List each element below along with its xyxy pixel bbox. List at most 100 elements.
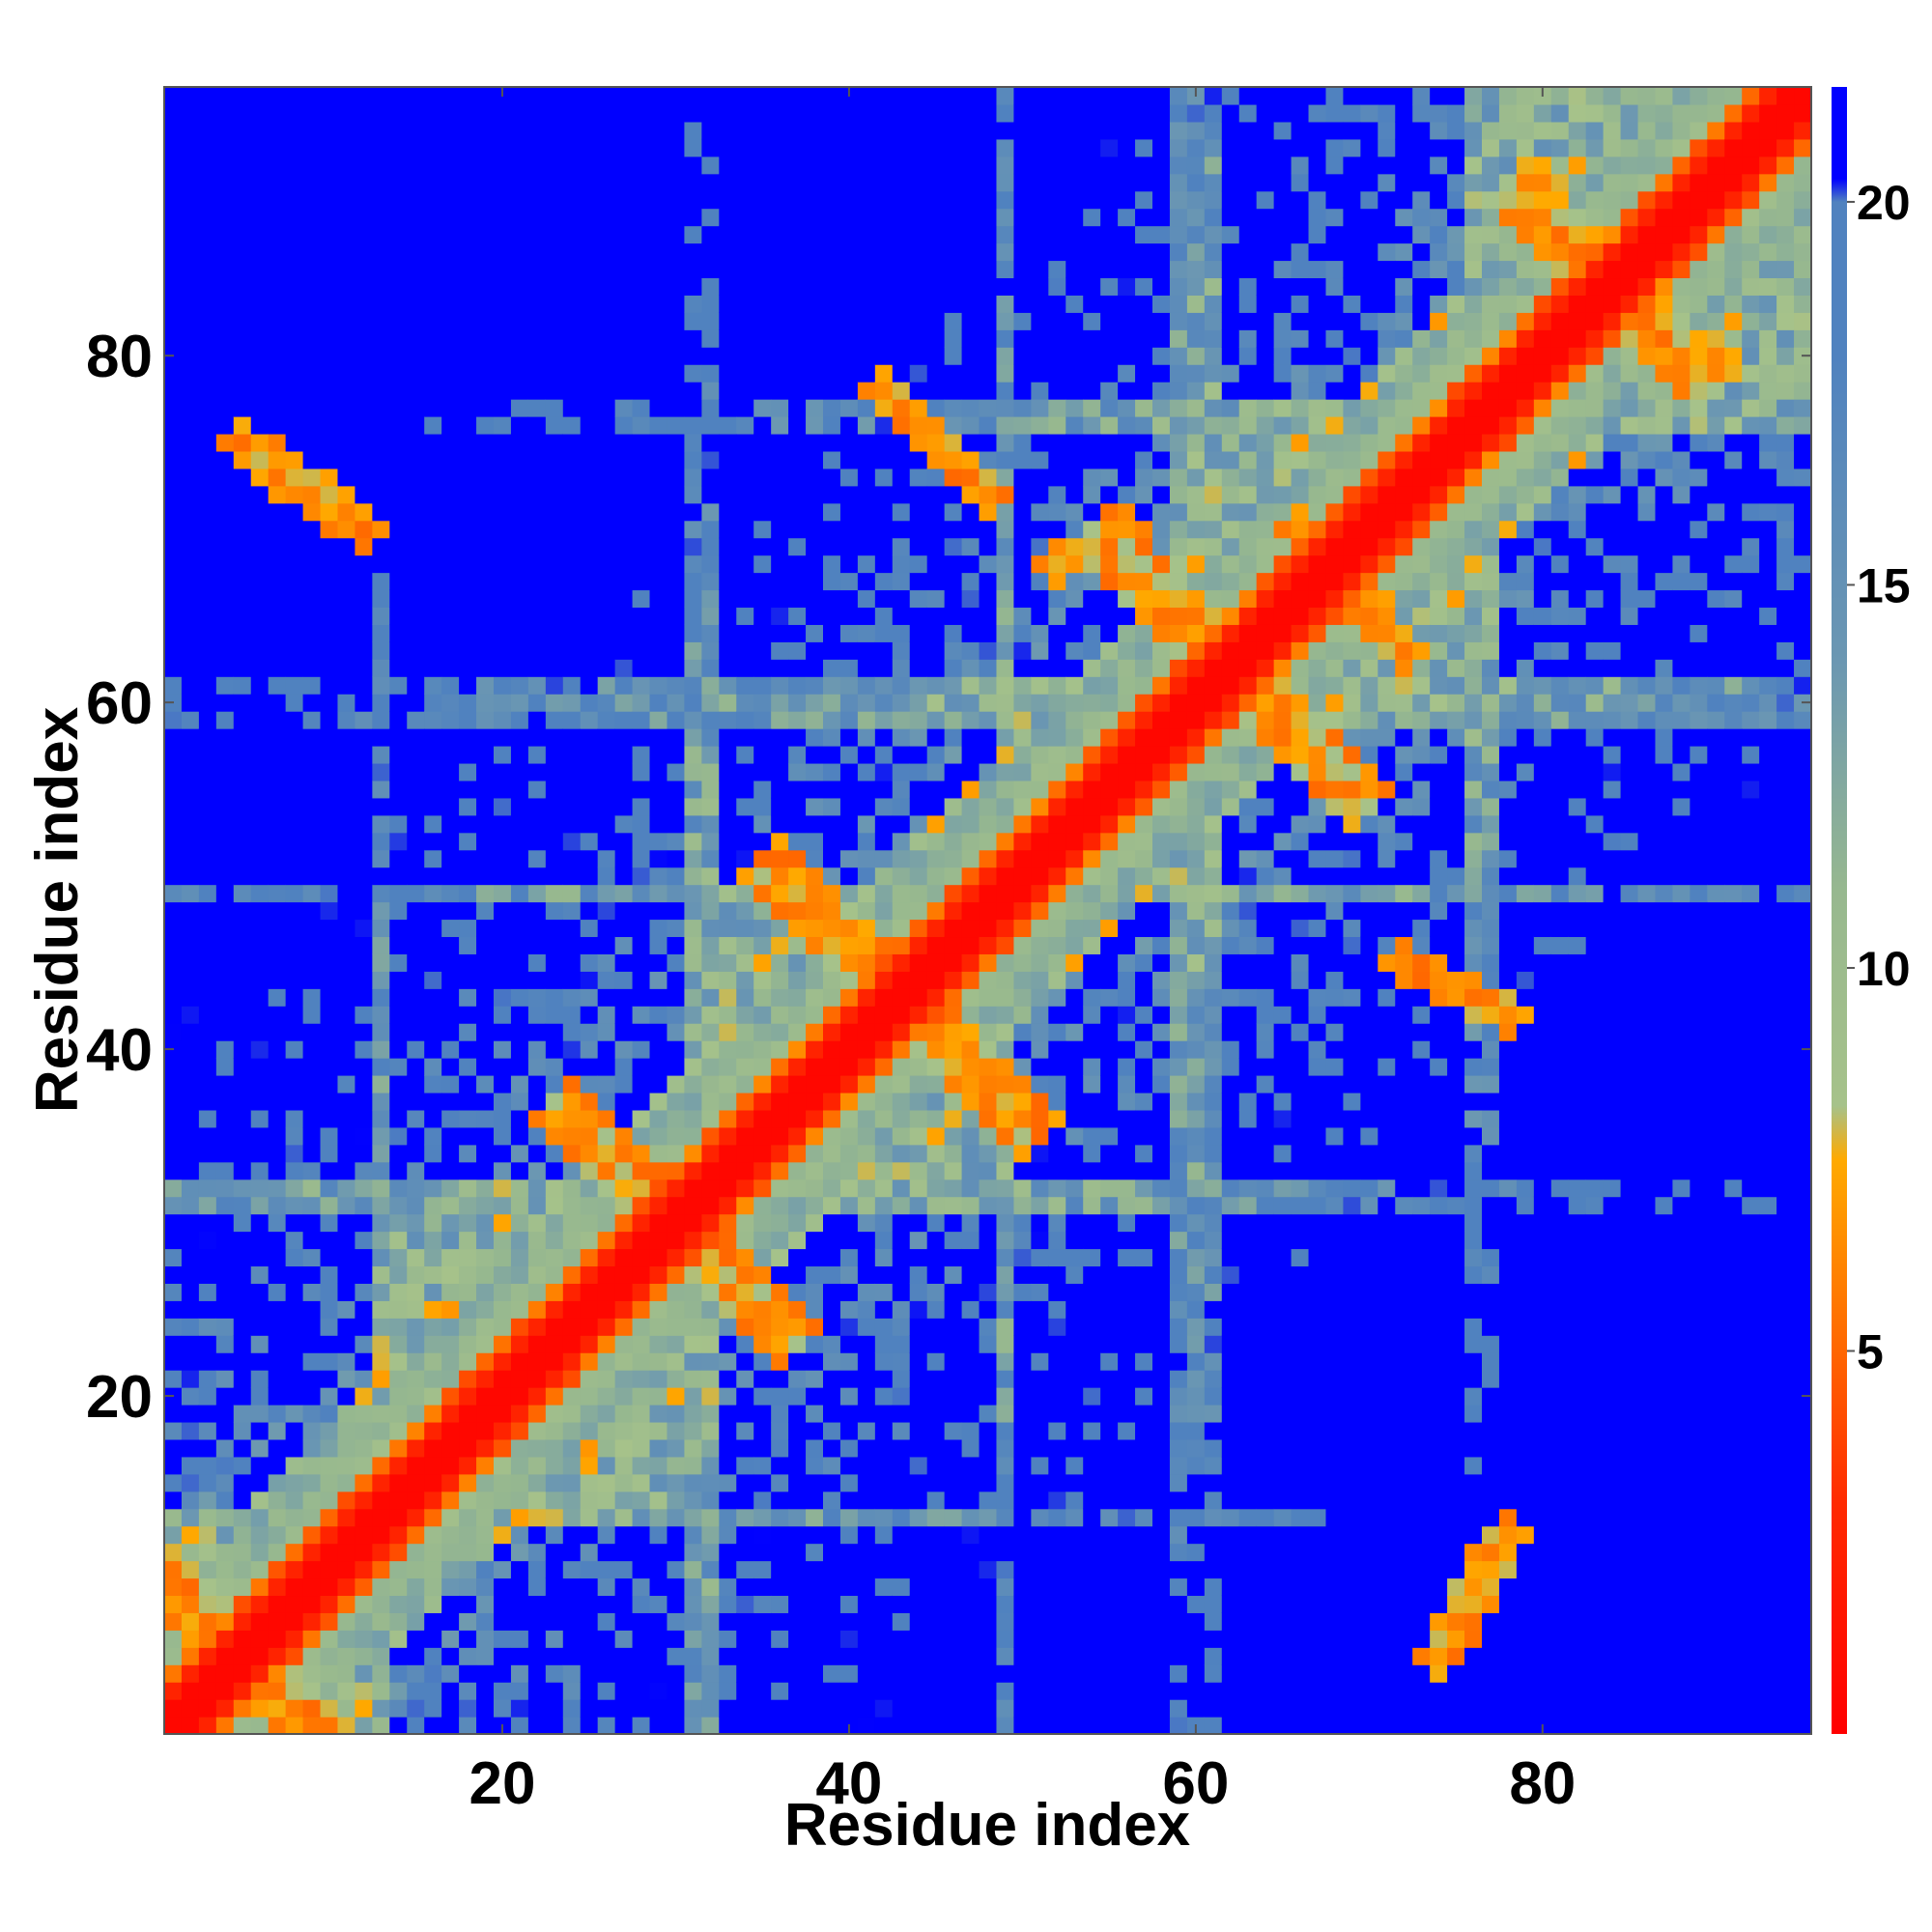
heatmap-cell — [857, 814, 876, 834]
heatmap-cell — [302, 607, 322, 625]
heatmap-cell — [753, 694, 772, 712]
heatmap-cell — [424, 624, 442, 642]
heatmap-cell — [355, 676, 373, 695]
heatmap-cell — [580, 520, 599, 539]
heatmap-cell — [355, 1283, 373, 1301]
heatmap-cell — [614, 1717, 634, 1735]
heatmap-cell — [181, 1717, 200, 1735]
heatmap-cell — [926, 1352, 946, 1371]
heatmap-cell — [355, 1126, 373, 1146]
heatmap-cell — [268, 849, 287, 868]
heatmap-cell — [979, 711, 998, 729]
heatmap-cell — [355, 971, 373, 989]
heatmap-cell — [562, 225, 582, 244]
heatmap-cell — [806, 641, 824, 660]
heatmap-cell — [806, 173, 824, 192]
heatmap-cell — [806, 1717, 824, 1735]
heatmap-cell — [632, 849, 651, 868]
heatmap-cell — [320, 1473, 339, 1492]
heatmap-cell — [494, 312, 512, 330]
heatmap-cell — [527, 988, 547, 1007]
heatmap-cell — [649, 1213, 668, 1233]
heatmap-cell — [268, 1179, 287, 1198]
heatmap-cell — [996, 814, 1015, 834]
heatmap-cell — [181, 867, 200, 886]
heatmap-cell — [874, 433, 894, 452]
heatmap-cell — [1013, 1405, 1032, 1423]
heatmap-cell — [823, 1196, 841, 1215]
heatmap-cell — [372, 347, 390, 365]
heatmap-cell — [164, 1508, 183, 1527]
heatmap-cell — [181, 728, 200, 747]
heatmap-cell — [909, 762, 928, 781]
heatmap-cell — [320, 1682, 339, 1700]
heatmap-cell — [684, 936, 702, 954]
heatmap-cell — [979, 1456, 998, 1475]
heatmap-cell — [614, 901, 634, 921]
heatmap-cell — [320, 190, 339, 210]
heatmap-cell — [250, 208, 270, 227]
heatmap-cell — [979, 295, 998, 313]
heatmap-cell — [510, 849, 529, 868]
heatmap-cell — [545, 1577, 564, 1597]
heatmap-cell — [597, 971, 616, 989]
heatmap-cell — [355, 1595, 373, 1613]
heatmap-cell — [1048, 1213, 1066, 1233]
heatmap-cell — [198, 1196, 217, 1215]
heatmap-cell — [355, 1717, 373, 1735]
heatmap-cell — [926, 502, 946, 522]
heatmap-cell — [181, 1144, 200, 1163]
heatmap-cell — [407, 1577, 425, 1597]
heatmap-cell — [494, 572, 512, 591]
heatmap-cell — [1048, 867, 1066, 886]
heatmap-cell — [1013, 1699, 1032, 1718]
heatmap-cell — [667, 971, 686, 989]
heatmap-cell — [909, 1405, 928, 1423]
heatmap-cell — [961, 277, 980, 296]
heatmap-cell — [736, 1456, 754, 1475]
heatmap-cell — [667, 1248, 686, 1267]
heatmap-cell — [667, 901, 686, 921]
heatmap-cell — [164, 537, 183, 556]
heatmap-cell — [164, 156, 183, 175]
heatmap-cell — [181, 138, 200, 157]
heatmap-cell — [979, 1612, 998, 1631]
heatmap-cell — [527, 1630, 547, 1648]
heatmap-cell — [926, 919, 946, 938]
heatmap-cell — [1013, 572, 1032, 591]
heatmap-cell — [268, 382, 287, 400]
heatmap-cell — [527, 1040, 547, 1059]
heatmap-cell — [424, 1664, 442, 1683]
heatmap-cell — [614, 173, 634, 192]
heatmap-cell — [806, 1630, 824, 1648]
heatmap-cell — [771, 468, 789, 487]
heatmap-cell — [580, 1179, 599, 1198]
heatmap-cell — [632, 1144, 651, 1163]
heatmap-cell — [580, 1196, 599, 1215]
heatmap-cell — [857, 762, 876, 781]
heatmap-cell — [614, 1664, 634, 1683]
heatmap-cell — [649, 554, 668, 574]
heatmap-cell — [285, 936, 304, 954]
heatmap-cell — [320, 607, 339, 625]
heatmap-cell — [320, 520, 339, 539]
heatmap-cell — [337, 1231, 356, 1250]
heatmap-cell — [701, 867, 720, 886]
heatmap-cell — [614, 1612, 634, 1631]
heatmap-cell — [510, 364, 529, 383]
heatmap-cell — [580, 1577, 599, 1597]
heatmap-cell — [198, 1109, 217, 1128]
heatmap-cell — [198, 1595, 217, 1613]
heatmap-cell — [164, 1595, 183, 1613]
heatmap-cell — [684, 103, 702, 123]
heatmap-cell — [684, 1612, 702, 1631]
heatmap-cell — [857, 121, 876, 140]
heatmap-cell — [1013, 1717, 1032, 1735]
heatmap-cell — [667, 468, 686, 487]
heatmap-cell — [649, 1421, 668, 1440]
heatmap-cell — [736, 1630, 754, 1648]
heatmap-cell — [562, 416, 582, 435]
heatmap-cell — [198, 1577, 217, 1597]
heatmap-cell — [476, 919, 495, 938]
heatmap-cell — [181, 1161, 200, 1180]
